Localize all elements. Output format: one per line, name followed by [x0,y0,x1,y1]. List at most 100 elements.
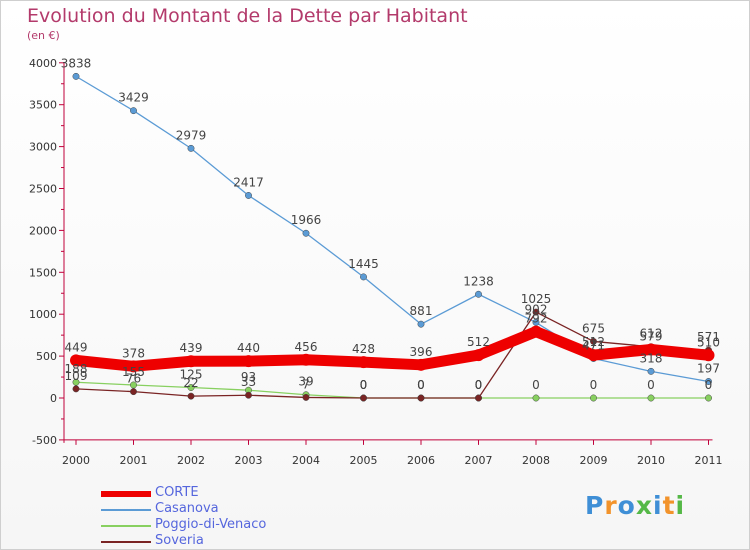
data-point-soveria [245,391,252,399]
legend-label-soveria: Soveria [155,533,204,548]
data-label-casanova: 197 [697,361,720,375]
data-label-soveria: 612 [640,327,663,341]
data-label-casanova: 1238 [463,274,494,288]
logo-letter: t [662,491,676,520]
y-tick-label: 1500 [29,266,57,279]
data-label-poggio-di-venaco: 39 [298,375,313,389]
data-label-poggio-di-venaco: 155 [122,365,145,379]
y-tick-label: 0 [50,392,57,405]
data-point-soveria [302,393,310,401]
series-line-soveria [75,311,710,399]
data-point-soveria [187,392,195,400]
data-point-corte [530,325,542,338]
data-label-casanova: 3429 [118,91,149,105]
data-label-corte: 440 [237,341,260,355]
legend-label-casanova: Casanova [155,501,219,516]
data-point-soveria [72,385,80,393]
y-tick-label: 2000 [29,224,57,237]
x-tick-label: 2006 [407,454,435,467]
y-tick-label: 2500 [29,183,57,196]
data-point-casanova [72,72,80,80]
data-label-poggio-di-venaco: 0 [705,378,713,392]
data-label-soveria: 33 [241,375,256,389]
chart-subtitle: (en €) [27,29,60,42]
y-tick-label: 3000 [29,141,57,154]
data-label-corte: 439 [180,341,203,355]
data-point-poggio-di-venaco [647,394,655,402]
data-label-poggio-di-venaco: 0 [647,378,655,392]
data-label-soveria: 571 [697,330,720,344]
data-point-casanova [532,318,540,326]
data-label-corte: 456 [295,340,318,354]
data-label-poggio-di-venaco: 125 [180,368,203,382]
data-point-corte [702,349,715,362]
data-label-poggio-di-venaco: 0 [590,378,598,392]
series-line-casanova [75,75,710,383]
data-point-poggio-di-venaco [187,384,195,391]
data-point-casanova [130,107,137,115]
data-label-corte: 792 [525,312,548,326]
x-tick-label: 2003 [235,454,263,467]
y-tick-label: -500 [32,434,57,447]
x-tick-label: 2002 [177,454,205,467]
data-label-soveria: 7 [302,377,310,391]
data-label-corte: 428 [352,342,375,356]
data-point-soveria [417,394,425,402]
x-tick-label: 2001 [120,454,148,467]
data-label-corte: 449 [65,340,88,354]
data-label-soveria: 0 [475,378,483,392]
data-label-casanova: 3838 [61,56,92,70]
data-point-corte [70,354,82,367]
data-label-soveria: 76 [126,372,141,386]
y-tick-label: 3500 [29,99,57,112]
data-label-soveria: 1025 [521,292,552,306]
data-label-corte: 510 [697,335,720,349]
data-label-casanova: 471 [582,339,605,353]
data-label-casanova: 2417 [233,175,264,189]
data-label-poggio-di-venaco: 0 [360,378,368,392]
logo-letter: x [635,491,653,520]
data-point-casanova [475,290,482,298]
data-label-corte: 396 [410,345,433,359]
data-label-corte: 512 [582,335,605,349]
data-label-poggio-di-venaco: 188 [65,362,88,376]
data-label-casanova: 2979 [176,128,207,142]
data-label-corte: 579 [640,329,663,343]
y-tick-label: 4000 [29,57,57,70]
logo-letter: o [617,491,636,520]
data-label-casanova: 1445 [348,257,379,271]
logo-letter: P [585,491,605,520]
data-point-poggio-di-venaco [532,394,540,402]
data-label-soveria: 0 [417,378,425,392]
data-point-corte [587,349,600,362]
data-label-corte: 512 [467,335,490,349]
x-tick-label: 2007 [465,454,493,467]
proxiti-logo: Proxiti [585,491,685,520]
data-point-casanova [245,192,252,199]
data-label-casanova: 1966 [291,213,322,227]
data-point-poggio-di-venaco [590,394,597,402]
x-tick-label: 2000 [62,454,90,467]
x-tick-label: 2005 [350,454,378,467]
legend-swatch-poggio-di-venaco [101,525,151,527]
legend-label-corte: CORTE [155,485,199,500]
data-point-soveria [360,394,367,402]
data-point-soveria [590,337,597,345]
data-label-soveria: 109 [65,369,88,383]
data-point-soveria [475,394,482,402]
x-tick-label: 2011 [695,454,723,467]
data-point-corte [300,353,312,366]
series-line-corte [70,326,714,372]
data-point-poggio-di-venaco [705,394,712,402]
data-label-soveria: 0 [360,378,368,392]
x-tick-label: 2008 [522,454,550,467]
data-point-casanova [360,273,367,281]
data-label-soveria: 22 [183,376,198,390]
x-tick-label: 2004 [292,454,320,467]
legend-swatch-casanova [101,509,151,511]
data-point-casanova [302,229,310,237]
data-label-poggio-di-venaco: 0 [532,378,540,392]
chart-title: Evolution du Montant de la Dette par Hab… [27,5,468,27]
logo-letter: i [675,491,686,520]
